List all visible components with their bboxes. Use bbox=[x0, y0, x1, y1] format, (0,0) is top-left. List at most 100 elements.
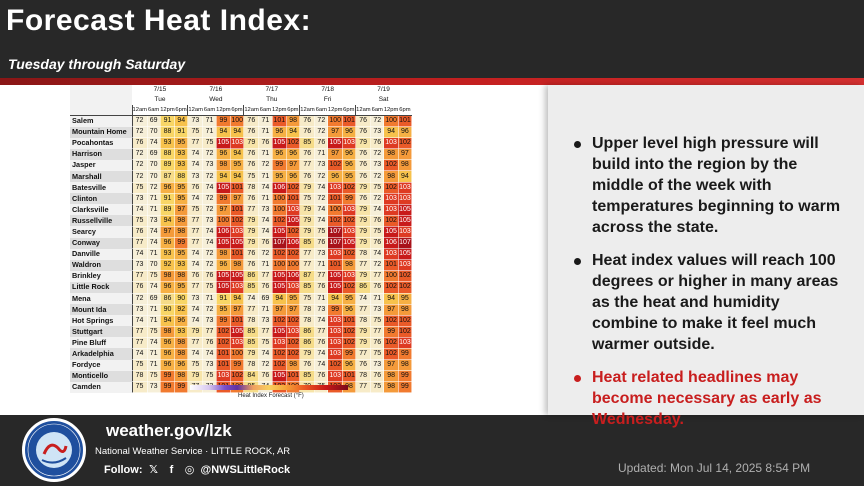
heat-index-cell: 76 bbox=[355, 148, 372, 161]
heat-index-cell: 74 bbox=[187, 303, 204, 316]
heat-index-cell: 74 bbox=[202, 237, 217, 250]
heat-index-cell: 105 bbox=[327, 137, 343, 150]
heat-index-cell: 79 bbox=[299, 214, 316, 227]
heat-index-cell: 97 bbox=[383, 303, 399, 316]
instagram-icon[interactable]: ◎ bbox=[184, 464, 195, 476]
heat-index-cell: 105 bbox=[271, 370, 288, 383]
x-icon[interactable]: 𝕏 bbox=[149, 464, 158, 476]
heat-index-cell: 102 bbox=[341, 336, 357, 349]
heat-index-cell: 98 bbox=[383, 370, 399, 383]
heat-index-cell: 103 bbox=[397, 192, 413, 205]
heat-index-cell: 101 bbox=[230, 248, 245, 261]
heat-index-cell: 71 bbox=[258, 192, 273, 205]
heat-index-cell: 87 bbox=[299, 270, 316, 283]
table-hour-header: 12am bbox=[243, 105, 259, 116]
table-day-header: Sat bbox=[355, 95, 412, 105]
heat-index-cell: 95 bbox=[341, 292, 357, 305]
table-hour-header: 12pm bbox=[216, 105, 231, 116]
heat-index-cell: 76 bbox=[202, 336, 217, 349]
table-row: Hot Springs 74 71 94 96 74 73 99 101 78 73 102 102 78… bbox=[70, 314, 413, 327]
heat-index-cell: 102 bbox=[383, 336, 399, 349]
heat-index-cell: 98 bbox=[230, 259, 245, 272]
bullet-dot-icon bbox=[574, 141, 581, 148]
heat-index-cell: 96 bbox=[341, 159, 357, 172]
heat-index-cell: 102 bbox=[230, 370, 245, 383]
location-name: Batesville bbox=[70, 182, 132, 194]
heat-index-cell: 75 bbox=[299, 292, 316, 305]
heat-index-cell: 95 bbox=[341, 170, 357, 183]
heat-index-cell: 76 bbox=[243, 126, 260, 139]
heat-index-cell: 73 bbox=[131, 192, 148, 205]
facebook-icon[interactable]: f bbox=[169, 464, 174, 476]
heat-index-cell: 78 bbox=[355, 248, 372, 261]
heat-index-cell: 79 bbox=[299, 181, 316, 194]
heat-index-cell: 74 bbox=[131, 203, 148, 216]
heat-index-cell: 105 bbox=[215, 237, 232, 250]
bullet-list: Upper level high pressure will build int… bbox=[548, 133, 848, 442]
heat-index-cell: 76 bbox=[355, 359, 372, 372]
heat-index-cell: 78 bbox=[355, 370, 372, 383]
heat-index-cell: 96 bbox=[159, 237, 176, 250]
heat-index-cell: 71 bbox=[370, 292, 385, 305]
heat-index-cell: 102 bbox=[341, 181, 357, 194]
heat-index-cell: 79 bbox=[187, 325, 204, 338]
heat-index-cell: 73 bbox=[202, 359, 217, 372]
heat-index-cell: 77 bbox=[243, 203, 260, 216]
heat-index-cell: 72 bbox=[202, 303, 217, 316]
heat-index-cell: 105 bbox=[215, 137, 232, 150]
heat-index-cell: 79 bbox=[243, 237, 260, 250]
social-handle[interactable]: @NWSLittleRock bbox=[200, 464, 291, 476]
heat-index-cell: 103 bbox=[383, 192, 399, 205]
heat-index-cell: 96 bbox=[215, 148, 232, 161]
heat-index-cell: 99 bbox=[230, 359, 245, 372]
heat-index-cell: 102 bbox=[271, 214, 288, 227]
heat-index-cell: 97 bbox=[271, 303, 288, 316]
table-hour-header: 12pm bbox=[160, 105, 175, 116]
table-hour-header: 6pm bbox=[174, 105, 188, 116]
heat-index-cell: 99 bbox=[341, 192, 357, 205]
heat-index-cell: 74 bbox=[146, 281, 161, 294]
website-link[interactable]: weather.gov/lzk bbox=[106, 421, 232, 440]
heat-index-cell: 102 bbox=[271, 248, 288, 261]
heat-index-cell: 75 bbox=[258, 336, 273, 349]
heat-index-cell: 105 bbox=[230, 325, 245, 338]
heat-index-cell: 79 bbox=[355, 214, 372, 227]
heat-index-cell: 79 bbox=[299, 225, 316, 239]
location-name: Clinton bbox=[70, 193, 132, 205]
table-row: Searcy 76 74 97 98 77 74 106 103 79 74 105 102 79 75 10… bbox=[70, 225, 413, 239]
heat-index-cell: 106 bbox=[286, 270, 301, 283]
heat-index-cell: 74 bbox=[131, 248, 148, 261]
heat-index-cell: 74 bbox=[258, 225, 273, 239]
heat-index-cell: 78 bbox=[243, 181, 260, 194]
heat-index-cell: 88 bbox=[174, 170, 189, 183]
heat-index-cell: 76 bbox=[299, 170, 316, 183]
heat-index-cell: 94 bbox=[383, 126, 399, 139]
heat-index-cell: 79 bbox=[355, 181, 372, 194]
discussion-panel: Upper level high pressure will build int… bbox=[548, 85, 864, 428]
heat-index-cell: 106 bbox=[286, 237, 301, 250]
heat-index-cell: 74 bbox=[187, 347, 204, 361]
bullet-text: Heat related headlines may become necess… bbox=[592, 369, 822, 428]
heat-index-cell: 71 bbox=[146, 314, 161, 327]
heat-index-cell: 100 bbox=[327, 203, 343, 216]
table-row: Brinkley 77 75 98 98 76 76 105 105 86 77 105 106 87 77… bbox=[70, 270, 413, 283]
heat-index-cell: 105 bbox=[271, 325, 288, 338]
heat-index-cell: 71 bbox=[258, 114, 273, 128]
heat-index-cell: 105 bbox=[215, 270, 232, 283]
heat-index-cell: 76 bbox=[370, 336, 385, 349]
heat-index-cell: 74 bbox=[131, 314, 148, 327]
table-row: Pocahontas 76 74 93 95 77 75 105 103 79 76 105 102 85… bbox=[70, 137, 413, 150]
heat-index-cell: 102 bbox=[215, 336, 232, 349]
heat-index-cell: 71 bbox=[146, 347, 161, 361]
heat-index-cell: 98 bbox=[174, 270, 189, 283]
heat-index-cell: 102 bbox=[397, 270, 413, 283]
location-name: Monticello bbox=[70, 370, 132, 382]
heat-index-cell: 77 bbox=[131, 237, 148, 250]
heat-index-cell: 91 bbox=[174, 126, 189, 139]
heat-index-cell: 70 bbox=[146, 159, 161, 172]
heat-index-cell: 84 bbox=[243, 370, 260, 383]
heat-index-cell: 105 bbox=[215, 281, 232, 294]
heat-index-cell: 79 bbox=[355, 137, 372, 150]
heat-index-cell: 74 bbox=[146, 225, 161, 239]
table-hour-header: 12pm bbox=[327, 105, 343, 116]
